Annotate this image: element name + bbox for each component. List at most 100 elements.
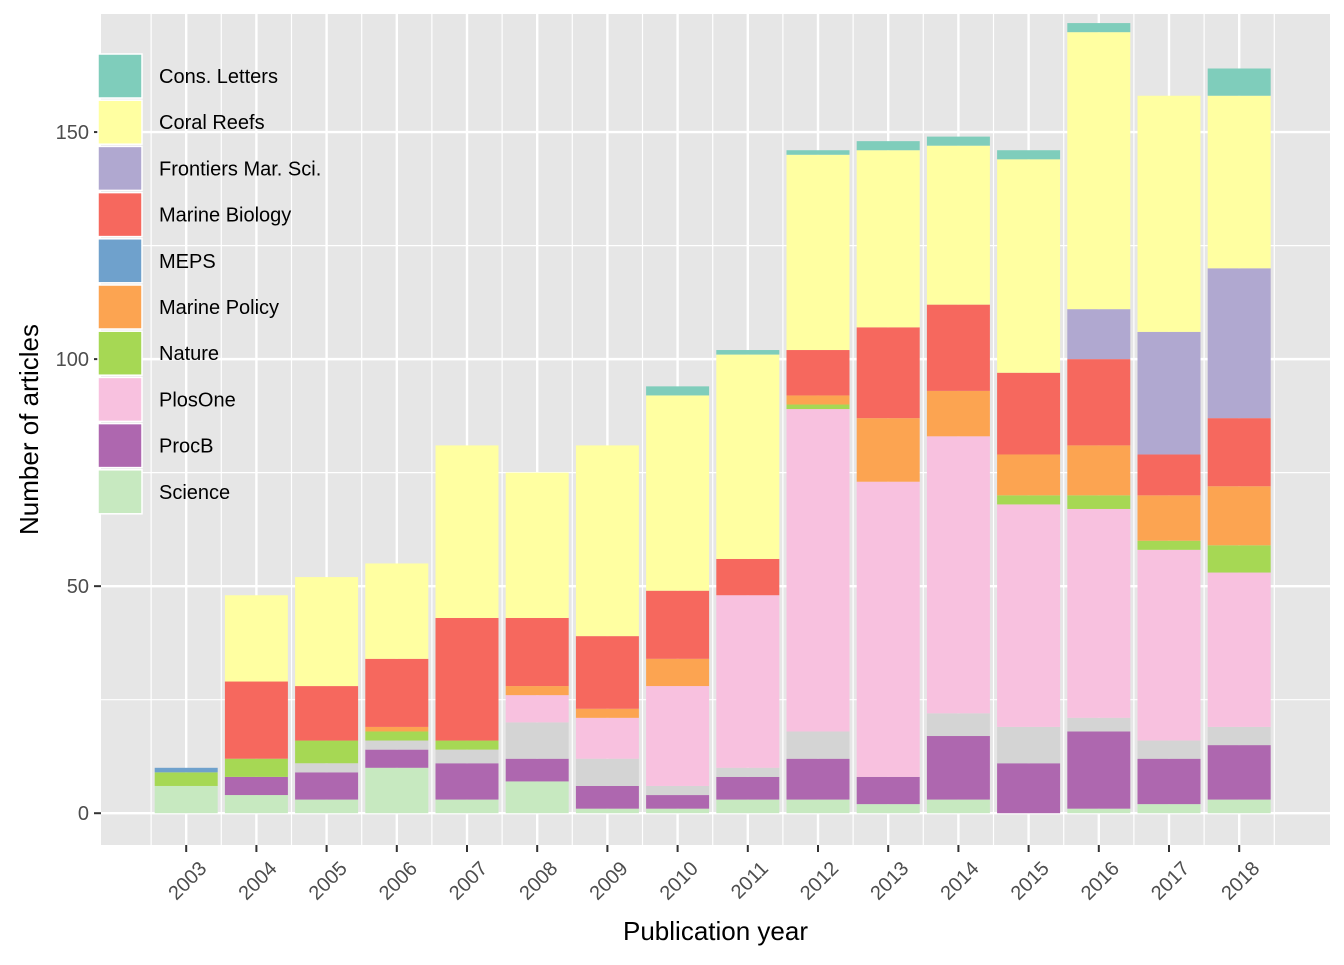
x-tick-label: 2009 bbox=[586, 858, 633, 905]
bar-segment-2010-science bbox=[646, 808, 710, 814]
x-tick-label: 2016 bbox=[1077, 858, 1124, 905]
bar-segment-2010-coral-reefs bbox=[646, 395, 710, 591]
bar-segment-2017-marine-biology bbox=[1137, 454, 1201, 496]
legend-key bbox=[97, 469, 143, 515]
bar-segment-2013-coral-reefs bbox=[856, 150, 920, 328]
bar-segment-2018-procb bbox=[1207, 745, 1271, 800]
bar-segment-2012-coral-reefs bbox=[786, 154, 850, 351]
x-tick-label: 2018 bbox=[1217, 858, 1264, 905]
legend-item: Coral Reefs bbox=[97, 99, 265, 145]
bar-segment-2006-nature bbox=[365, 731, 429, 741]
x-tick-label: 2017 bbox=[1147, 858, 1194, 905]
bar-segment-2016-nature bbox=[1067, 495, 1131, 509]
bar-segment-2009-marine-policy bbox=[575, 708, 639, 718]
x-tick-label: 2014 bbox=[937, 858, 984, 905]
bar-segment-2005-marine-biology bbox=[295, 686, 359, 741]
bar-segment-2014-cons-letters bbox=[926, 136, 990, 146]
legend-key bbox=[97, 330, 143, 376]
bar-segment-2012-marine-biology bbox=[786, 350, 850, 396]
bar-stack-2015 bbox=[997, 150, 1061, 814]
bar-segment-2014-coral-reefs bbox=[926, 145, 990, 305]
bar-segment-2011-plosone bbox=[716, 595, 780, 768]
legend-key bbox=[97, 53, 143, 99]
y-tick-label: 150 bbox=[56, 122, 89, 144]
bar-segment-2014-science bbox=[926, 799, 990, 814]
bar-segment-2008-marine-policy bbox=[505, 686, 569, 696]
bar-segment-2015-plosone bbox=[997, 504, 1061, 727]
grid-minor bbox=[101, 14, 1330, 845]
bar-segment-2005-science bbox=[295, 799, 359, 814]
x-tick-label: 2013 bbox=[866, 858, 913, 905]
bar-segment-2005-procb bbox=[295, 772, 359, 800]
bar-segment-2009-marine-biology bbox=[575, 636, 639, 709]
x-tick-label: 2003 bbox=[164, 858, 211, 905]
bar-segment-2017-marine-policy bbox=[1137, 495, 1201, 541]
bar-segment-2012-marine-policy bbox=[786, 395, 850, 405]
bar-segment-2013-cons-letters bbox=[856, 141, 920, 151]
bar-stack-2017 bbox=[1137, 95, 1201, 814]
legend-label: Science bbox=[159, 482, 230, 504]
bar-segment-2006-unlabeled bbox=[365, 740, 429, 750]
y-tick-label: 50 bbox=[67, 576, 89, 598]
bar-segment-2018-science bbox=[1207, 799, 1271, 814]
bar-segment-2014-marine-biology bbox=[926, 304, 990, 391]
legend-key bbox=[97, 376, 143, 423]
bar-segment-2016-unlabeled bbox=[1067, 717, 1131, 732]
bar-segment-2015-nature bbox=[997, 495, 1061, 505]
bar-segment-2007-marine-biology bbox=[435, 617, 499, 741]
bar-segment-2005-nature bbox=[295, 740, 359, 764]
bar-segment-2008-coral-reefs bbox=[505, 472, 569, 618]
bar-stack-2009 bbox=[575, 445, 639, 814]
bar-stack-2005 bbox=[295, 577, 359, 814]
bar-segment-2012-procb bbox=[786, 758, 850, 800]
bar-segment-2004-marine-biology bbox=[224, 681, 288, 759]
bar-stack-2008 bbox=[505, 472, 569, 814]
bar-stack-2013 bbox=[856, 141, 920, 814]
y-tick-label: 100 bbox=[56, 349, 89, 371]
bar-segment-2009-coral-reefs bbox=[575, 445, 639, 637]
bar-stack-2018 bbox=[1207, 68, 1271, 814]
bar-segment-2018-unlabeled bbox=[1207, 726, 1271, 746]
bar-segment-2011-science bbox=[716, 799, 780, 814]
legend-label: Cons. Letters bbox=[159, 66, 278, 88]
bar-segment-2013-procb bbox=[856, 776, 920, 805]
x-tick-label: 2005 bbox=[305, 858, 352, 905]
legend-key bbox=[97, 284, 143, 330]
bar-segment-2010-plosone bbox=[646, 686, 710, 786]
x-tick-label: 2015 bbox=[1007, 858, 1054, 905]
bar-stack-2007 bbox=[435, 445, 499, 814]
legend-item: PlosOne bbox=[97, 376, 236, 423]
legend-key bbox=[97, 191, 143, 238]
bar-segment-2016-coral-reefs bbox=[1067, 32, 1131, 310]
legend-item: Nature bbox=[97, 330, 219, 376]
bar-segment-2013-marine-biology bbox=[856, 327, 920, 419]
bar-segment-2010-cons-letters bbox=[646, 386, 710, 396]
legend-key bbox=[97, 145, 143, 192]
bar-segment-2005-unlabeled bbox=[295, 763, 359, 773]
x-tick-label: 2010 bbox=[656, 858, 703, 905]
bar-segment-2009-procb bbox=[575, 785, 639, 809]
bar-segment-2006-marine-policy bbox=[365, 726, 429, 732]
bar-segment-2004-science bbox=[224, 795, 288, 814]
bar-segment-2015-coral-reefs bbox=[997, 159, 1061, 373]
bar-segment-2004-procb bbox=[224, 776, 288, 796]
x-tick-label: 2006 bbox=[375, 858, 422, 905]
bar-segment-2015-cons-letters bbox=[997, 150, 1061, 160]
bar-segment-2003-science bbox=[154, 785, 218, 814]
bar-segment-2006-marine-biology bbox=[365, 658, 429, 727]
bar-segment-2017-plosone bbox=[1137, 549, 1201, 741]
bar-segment-2012-unlabeled bbox=[786, 731, 850, 759]
bar-segment-2016-marine-biology bbox=[1067, 359, 1131, 446]
bar-segment-2013-science bbox=[856, 804, 920, 814]
bar-segment-2015-marine-policy bbox=[997, 454, 1061, 496]
bar-segment-2011-unlabeled bbox=[716, 767, 780, 777]
bar-segment-2008-science bbox=[505, 781, 569, 814]
bar-segment-2003-meps bbox=[154, 767, 218, 773]
y-axis-label: Number of articles bbox=[14, 324, 44, 535]
legend-item: Marine Policy bbox=[97, 284, 279, 330]
bar-segment-2004-nature bbox=[224, 758, 288, 777]
bar-segment-2016-science bbox=[1067, 808, 1131, 814]
bar-segment-2009-science bbox=[575, 808, 639, 814]
